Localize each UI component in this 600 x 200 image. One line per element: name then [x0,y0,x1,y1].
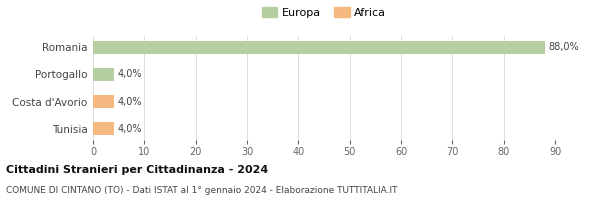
Text: Cittadini Stranieri per Cittadinanza - 2024: Cittadini Stranieri per Cittadinanza - 2… [6,165,268,175]
Text: 4,0%: 4,0% [118,69,142,79]
Bar [93,122,113,135]
Bar [93,68,113,81]
Text: 4,0%: 4,0% [118,97,142,107]
Text: 4,0%: 4,0% [118,124,142,134]
Text: COMUNE DI CINTANO (TO) - Dati ISTAT al 1° gennaio 2024 - Elaborazione TUTTITALIA: COMUNE DI CINTANO (TO) - Dati ISTAT al 1… [6,186,398,195]
Text: 88,0%: 88,0% [549,42,580,52]
Legend: Europa, Africa: Europa, Africa [257,2,391,22]
Bar [93,41,545,54]
Bar [93,95,113,108]
